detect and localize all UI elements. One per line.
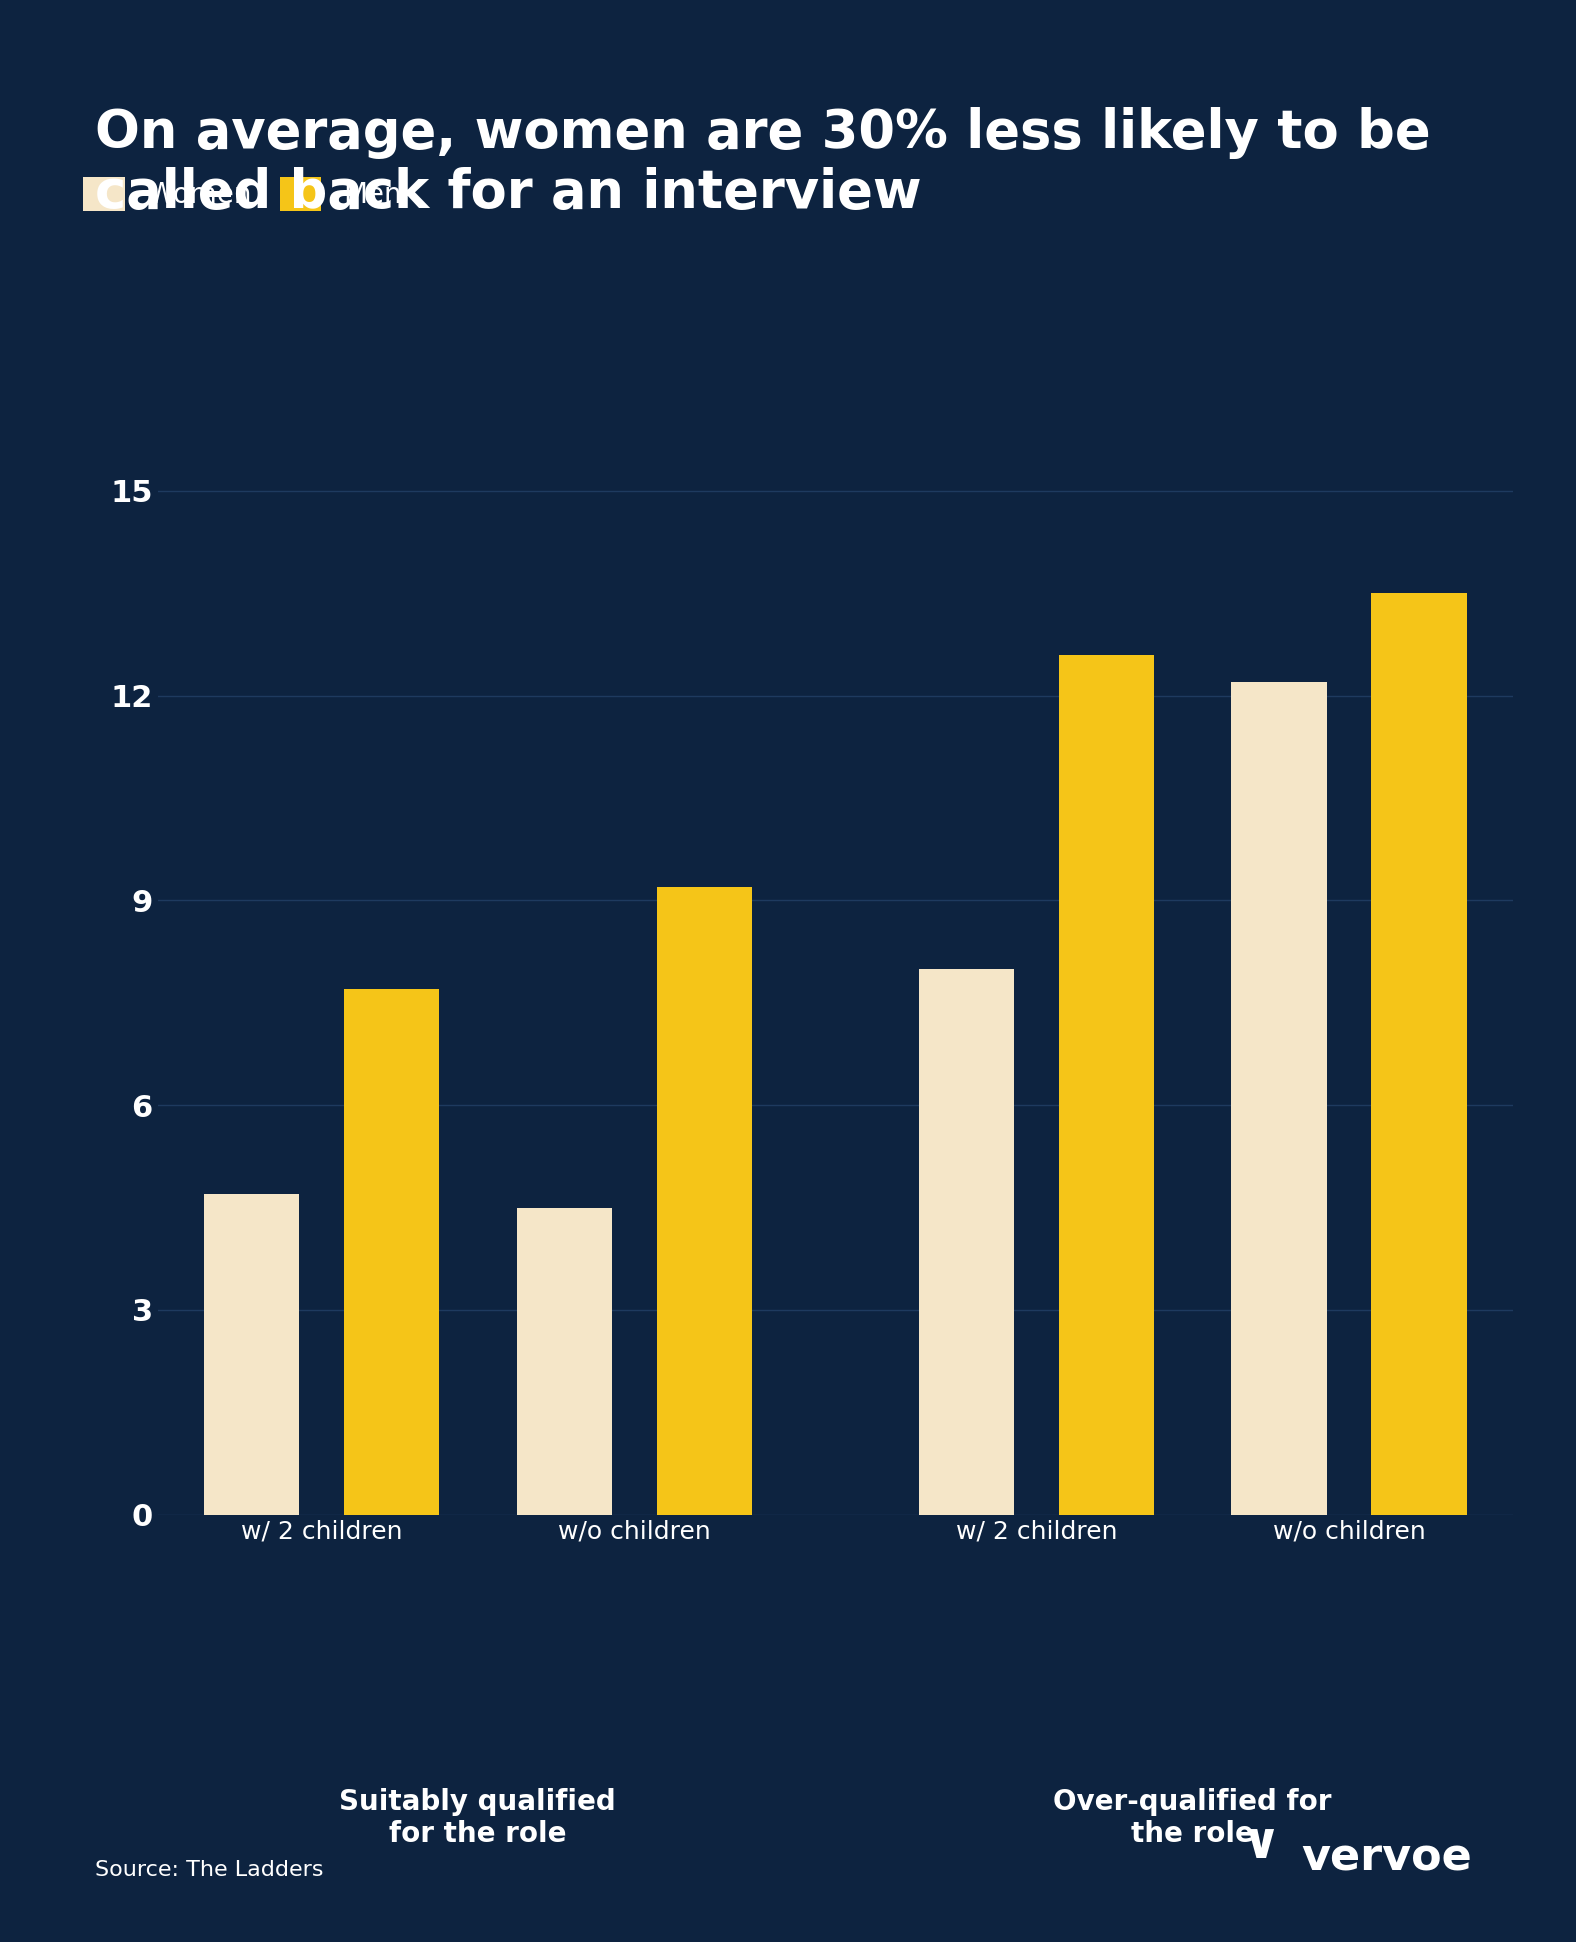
Text: Suitably qualified
for the role: Suitably qualified for the role — [339, 1789, 616, 1849]
Bar — [1059, 654, 1154, 1515]
Bar — [919, 969, 1013, 1515]
Bar — [657, 887, 752, 1515]
Legend: Women, Men: Women, Men — [84, 177, 402, 212]
Bar — [1371, 592, 1467, 1515]
Text: Over-qualified for
the role: Over-qualified for the role — [1053, 1789, 1332, 1849]
Bar — [203, 1194, 299, 1515]
Bar — [344, 988, 440, 1515]
Bar — [517, 1208, 611, 1515]
Text: vervoe: vervoe — [1302, 1837, 1472, 1880]
Text: ∨: ∨ — [1240, 1820, 1281, 1868]
Bar — [1231, 682, 1327, 1515]
Text: Source: The Ladders: Source: The Ladders — [95, 1860, 323, 1880]
Text: On average, women are 30% less likely to be
called back for an interview: On average, women are 30% less likely to… — [95, 107, 1429, 219]
